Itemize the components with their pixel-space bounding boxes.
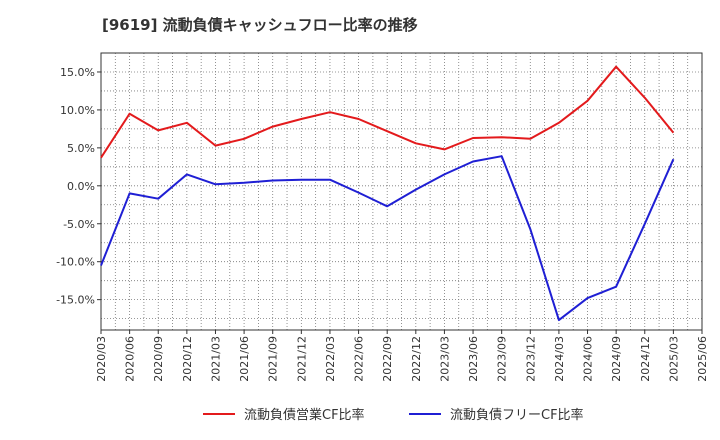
y-tick-label: 5.0%: [67, 142, 95, 155]
y-tick-label: 0.0%: [67, 180, 95, 193]
x-tick-label: 2023/12: [524, 336, 537, 382]
x-tick-label: 2024/12: [639, 336, 652, 382]
y-tick-label: -15.0%: [56, 294, 95, 307]
x-tick-label: 2020/03: [95, 336, 108, 382]
x-tick-label: 2020/09: [152, 336, 165, 382]
series-line-2: [100, 155, 675, 322]
chart-title: [9619] 流動負債キャッシュフロー比率の推移: [102, 16, 418, 34]
x-tick-label: 2020/12: [181, 336, 194, 382]
x-tick-label: 2024/09: [610, 336, 623, 382]
x-tick-label: 2022/09: [381, 336, 394, 382]
x-tick-label: 2023/03: [438, 336, 451, 382]
x-tick-label: 2023/06: [467, 336, 480, 382]
x-tick-label: 2020/06: [124, 336, 137, 382]
plot-frame: [100, 52, 703, 331]
x-tick-label: 2024/03: [553, 336, 566, 382]
x-tick-label: 2022/12: [410, 336, 423, 382]
y-tick-label: -10.0%: [56, 256, 95, 269]
legend-label-1: 流動負債営業CF比率: [244, 407, 365, 423]
legend-label-2: 流動負債フリーCF比率: [450, 407, 584, 423]
series-line-1: [100, 65, 675, 159]
x-tick-label: 2024/06: [582, 336, 595, 382]
x-tick-label: 2021/09: [267, 336, 280, 382]
x-tick-label: 2025/03: [667, 336, 680, 382]
x-tick-label: 2025/06: [696, 336, 709, 382]
y-tick-label: 10.0%: [60, 104, 95, 117]
x-tick-label: 2022/03: [324, 336, 337, 382]
x-tick-label: 2022/06: [353, 336, 366, 382]
x-tick-label: 2021/06: [238, 336, 251, 382]
y-tick-label: 15.0%: [60, 66, 95, 79]
x-tick-label: 2021/12: [295, 336, 308, 382]
x-tick-label: 2021/03: [209, 336, 222, 382]
y-tick-label: -5.0%: [63, 218, 95, 231]
x-tick-label: 2023/09: [496, 336, 509, 382]
